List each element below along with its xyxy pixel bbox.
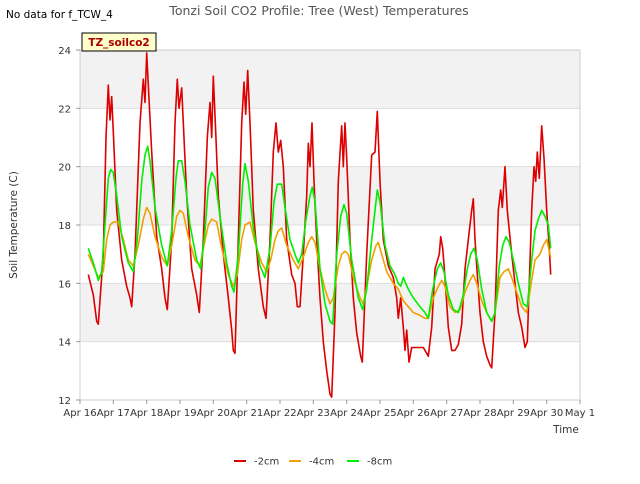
x-tick-label: May 1	[565, 408, 595, 419]
y-tick-label: 14	[58, 338, 71, 349]
y-tick-label: 24	[58, 46, 71, 57]
legend-label: -4cm	[309, 457, 334, 468]
plot-band	[80, 166, 580, 225]
site-tag: TZ_soilco2	[81, 32, 157, 52]
y-tick-label: 20	[58, 163, 71, 174]
y-tick-label: 22	[58, 104, 71, 115]
y-tick-label: 18	[58, 221, 71, 232]
no-data-note: No data for f_TCW_4	[6, 9, 113, 21]
series-layer	[87, 52, 552, 398]
x-tick-label: Apr 25	[363, 408, 396, 419]
site-tag-label: TZ_soilco2	[88, 37, 149, 49]
x-tick-label: Apr 26	[397, 408, 430, 419]
x-tick-label: Apr 27	[430, 408, 463, 419]
y-tick-label: 12	[58, 396, 71, 407]
x-tick-label: Apr 28	[463, 408, 496, 419]
x-tick-label: Apr 30	[530, 408, 563, 419]
legend-item: -4cm	[289, 457, 334, 468]
legend: -2cm -4cm -8cm	[234, 457, 392, 468]
x-tick-label: Apr 17	[97, 408, 130, 419]
x-tick-label: Apr 22	[263, 408, 296, 419]
x-tick-label: Apr 21	[230, 408, 263, 419]
legend-item: -2cm	[234, 457, 279, 468]
x-tick-label: Apr 24	[330, 408, 363, 419]
x-tick-label: Apr 20	[197, 408, 230, 419]
x-tick-label: Apr 29	[497, 408, 530, 419]
x-tick-label: Apr 23	[297, 408, 330, 419]
x-tick-label: Apr 16	[63, 408, 96, 419]
legend-item: -8cm	[347, 457, 392, 468]
plot-band	[80, 50, 580, 109]
x-axis-label: Time	[552, 424, 579, 436]
chart-title: Tonzi Soil CO2 Profile: Tree (West) Temp…	[168, 3, 468, 18]
legend-label: -8cm	[367, 457, 392, 468]
y-axis-label: Soil Temperature (C)	[8, 171, 20, 279]
series-line-8cm	[87, 145, 552, 325]
x-axis-ticks: Apr 16 Apr 17 Apr 18 Apr 19 Apr 20 Apr 21 Apr …	[63, 400, 595, 419]
y-axis-ticks: 12 14 16 18 20 22 24	[58, 46, 80, 407]
legend-label: -2cm	[254, 457, 279, 468]
plot-band	[80, 283, 580, 342]
x-tick-label: Apr 18	[130, 408, 163, 419]
y-tick-label: 16	[58, 279, 71, 290]
x-tick-label: Apr 19	[163, 408, 196, 419]
